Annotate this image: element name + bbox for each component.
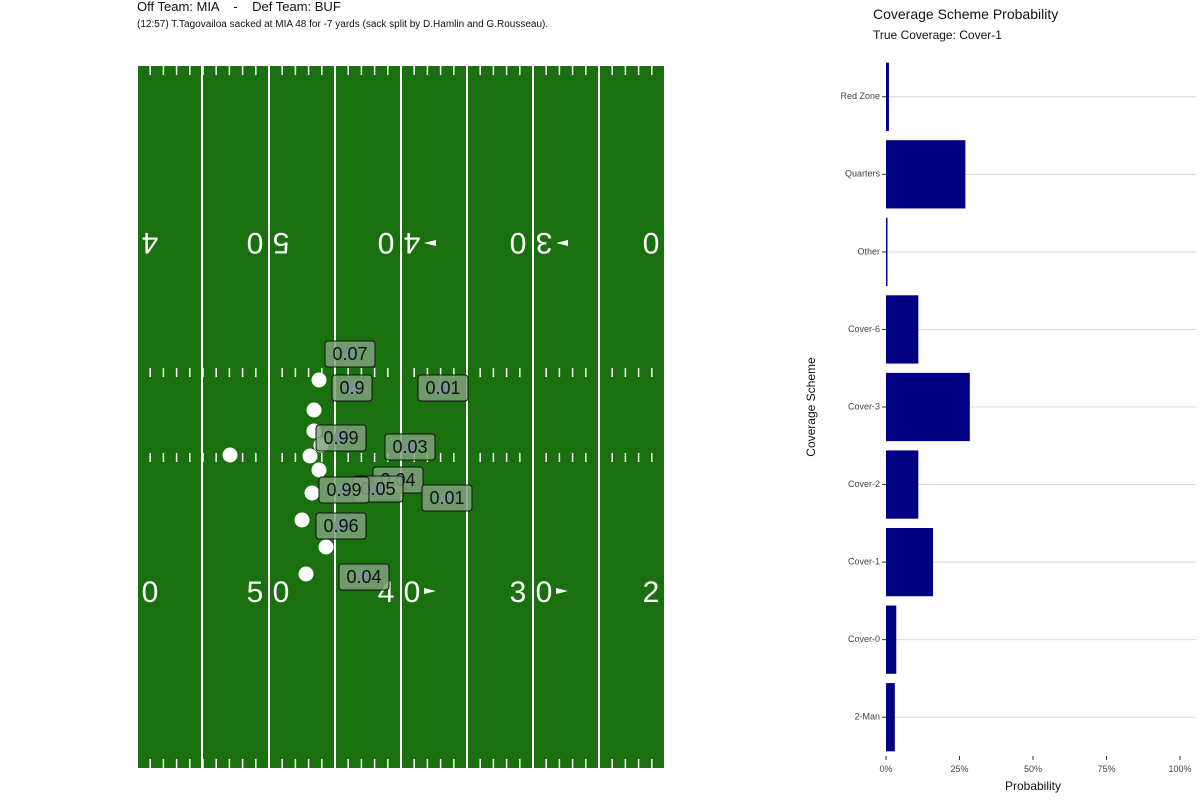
offense-player-marker <box>302 448 318 464</box>
probability-label-box <box>421 484 473 512</box>
yard-number-top: 0 <box>247 226 264 259</box>
offense-team-label: Off Team: MIA <box>137 0 219 14</box>
bar-cover-2 <box>886 450 919 519</box>
bar-quarters <box>886 140 966 209</box>
play-description: (12:57) T.Tagovailoa sacked at MIA 48 fo… <box>137 19 549 30</box>
defense-team-label: Def Team: BUF <box>252 0 341 14</box>
probability-label-box <box>318 476 370 504</box>
bar-other <box>886 217 888 287</box>
y-tick-label: Red Zone <box>840 91 880 101</box>
defense-player-probability: 0.07 <box>332 344 367 364</box>
yard-number-bottom: 0 <box>273 576 290 609</box>
yard-number-bottom: 2 <box>643 576 660 609</box>
x-tick-label: 100% <box>1168 764 1191 774</box>
chart-title: Coverage Scheme Probability <box>873 6 1059 22</box>
x-tick-label: 0% <box>879 764 892 774</box>
probability-label-box <box>384 433 436 461</box>
bar-cover-0 <box>886 605 897 674</box>
chart-subtitle: True Coverage: Cover-1 <box>873 28 1002 42</box>
y-tick-label: Cover-6 <box>848 324 880 334</box>
direction-arrow-icon <box>424 588 436 594</box>
y-tick-label: Cover-3 <box>848 401 880 411</box>
yard-number-bottom: 0 <box>142 576 159 609</box>
offense-player-marker <box>318 539 334 555</box>
defense-player-probability: 0.01 <box>425 378 460 398</box>
yard-number-top: 4 <box>404 226 421 259</box>
defense-player-probability: 0.9 <box>339 378 364 398</box>
offense-player-marker <box>311 462 327 478</box>
yard-number-top: 0 <box>378 226 395 259</box>
y-tick-label: Cover-2 <box>848 479 880 489</box>
defense-player-probability: 0.99 <box>326 480 361 500</box>
y-tick-label: Other <box>857 246 880 256</box>
teams-header: Off Team: MIA - Def Team: BUF <box>137 0 341 14</box>
defense-player-probability: 0.99 <box>323 428 358 448</box>
direction-arrow-icon <box>424 240 436 246</box>
probability-label-box <box>324 340 376 368</box>
y-tick-label: Quarters <box>845 169 881 179</box>
bar-cover-3 <box>886 372 970 442</box>
yard-number-bottom: 3 <box>510 576 527 609</box>
probability-label-box <box>315 424 367 452</box>
x-tick-label: 50% <box>1024 764 1042 774</box>
probability-label-box <box>315 512 367 540</box>
yard-number-top: 4 <box>142 226 159 259</box>
bar-red-zone <box>886 62 889 131</box>
offense-player-marker <box>222 447 238 463</box>
yard-number-top: 0 <box>510 226 527 259</box>
probability-label-box <box>417 374 469 402</box>
yard-number-top: 3 <box>536 226 553 259</box>
offense-player-marker <box>294 512 310 528</box>
yard-number-top: 0 <box>643 226 660 259</box>
direction-arrow-icon <box>556 588 568 594</box>
bar-2-man <box>886 683 895 752</box>
x-axis-title: Probability <box>1005 779 1061 793</box>
yard-number-top: 5 <box>273 226 290 259</box>
y-tick-label: 2-Man <box>854 712 880 722</box>
bar-cover-6 <box>886 295 919 364</box>
defense-player-probability: 0.96 <box>323 516 358 536</box>
offense-player-marker <box>304 485 320 501</box>
offense-player-marker <box>298 566 314 582</box>
probability-label-box <box>338 563 390 591</box>
yard-number-bottom: 5 <box>247 576 264 609</box>
bar-cover-1 <box>886 527 934 597</box>
offense-player-marker <box>311 372 327 388</box>
football-field: 40504030050403020.070.90.010.990.030.040… <box>136 66 666 768</box>
x-tick-label: 25% <box>950 764 968 774</box>
direction-arrow-icon <box>556 240 568 246</box>
defense-player-probability: 0.03 <box>392 437 427 457</box>
defense-player-probability: 0.04 <box>346 567 381 587</box>
x-tick-label: 75% <box>1097 764 1115 774</box>
y-tick-label: Cover-1 <box>848 556 880 566</box>
defense-player-probability: 0.01 <box>429 488 464 508</box>
probability-label-box <box>331 374 373 402</box>
y-axis-title: Coverage Scheme <box>804 357 818 457</box>
yard-number-bottom: 0 <box>536 576 553 609</box>
y-tick-label: Cover-0 <box>848 634 880 644</box>
offense-player-marker <box>306 402 322 418</box>
team-separator: - <box>233 0 238 14</box>
yard-number-bottom: 0 <box>404 576 421 609</box>
